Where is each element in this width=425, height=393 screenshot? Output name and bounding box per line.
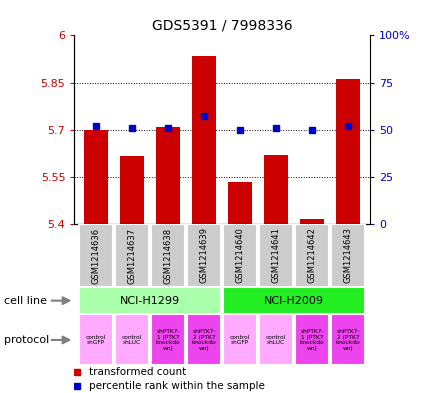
Bar [193, 56, 216, 224]
Text: cell line: cell line [4, 296, 47, 306]
Bar [79, 314, 113, 365]
Text: transformed count: transformed count [89, 367, 187, 377]
Text: shPTK7-
1 (PTK7
knockdo
wn): shPTK7- 1 (PTK7 knockdo wn) [300, 329, 324, 351]
Bar [156, 127, 180, 224]
Bar [79, 224, 113, 287]
Bar [79, 287, 221, 314]
Bar [223, 287, 366, 314]
Bar [84, 130, 108, 224]
Text: control
shLUC: control shLUC [122, 334, 142, 345]
Bar [151, 314, 185, 365]
Bar [228, 182, 252, 224]
Text: shPTK7-
1 (PTK7
knockdo
wn): shPTK7- 1 (PTK7 knockdo wn) [156, 329, 180, 351]
Text: NCI-H2009: NCI-H2009 [264, 296, 324, 306]
Bar [120, 156, 144, 224]
Text: GSM1214639: GSM1214639 [200, 228, 209, 283]
Text: GSM1214643: GSM1214643 [344, 228, 353, 283]
Text: GSM1214636: GSM1214636 [91, 228, 100, 283]
Text: NCI-H1299: NCI-H1299 [120, 296, 180, 306]
Bar [259, 224, 293, 287]
Bar [295, 224, 329, 287]
Text: GSM1214641: GSM1214641 [272, 228, 280, 283]
Bar [223, 314, 258, 365]
Text: control
shGFP: control shGFP [230, 334, 250, 345]
Bar [331, 314, 366, 365]
Bar [223, 224, 258, 287]
Title: GDS5391 / 7998336: GDS5391 / 7998336 [152, 19, 292, 33]
Bar [264, 155, 288, 224]
Text: shPTK7-
2 (PTK7
knockdo
wn): shPTK7- 2 (PTK7 knockdo wn) [192, 329, 216, 351]
Text: GSM1214640: GSM1214640 [235, 228, 244, 283]
Text: GSM1214637: GSM1214637 [128, 228, 136, 283]
Bar [300, 219, 324, 224]
Text: control
shGFP: control shGFP [86, 334, 106, 345]
Bar [187, 224, 221, 287]
Text: percentile rank within the sample: percentile rank within the sample [89, 381, 265, 391]
Bar [115, 224, 149, 287]
Bar [259, 314, 293, 365]
Bar [151, 224, 185, 287]
Bar [187, 314, 221, 365]
Text: control
shLUC: control shLUC [266, 334, 286, 345]
Bar [295, 314, 329, 365]
Bar [337, 79, 360, 224]
Bar [115, 314, 149, 365]
Text: shPTK7-
2 (PTK7
knockdo
wn): shPTK7- 2 (PTK7 knockdo wn) [336, 329, 360, 351]
Text: protocol: protocol [4, 335, 49, 345]
Bar [331, 224, 366, 287]
Text: GSM1214638: GSM1214638 [164, 228, 173, 283]
Text: GSM1214642: GSM1214642 [308, 228, 317, 283]
